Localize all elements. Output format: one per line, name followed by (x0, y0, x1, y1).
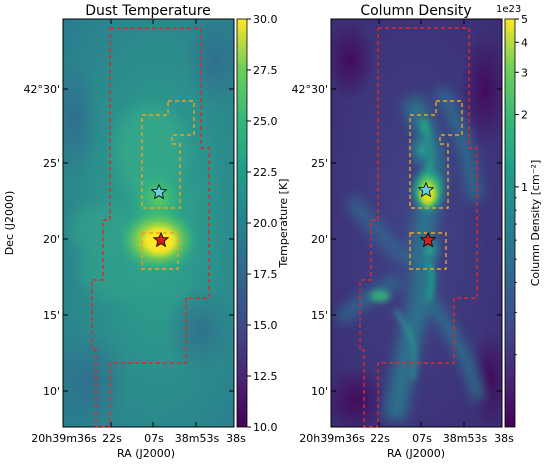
panel-dust-temperature: Dust Temperature 42°30' 25' (3, 3, 290, 460)
plot-frame (330, 18, 503, 428)
outer-region (359, 27, 478, 428)
colorbar-label: Temperature [K] (277, 179, 290, 269)
colorbar-tick-label: 1 (521, 181, 528, 194)
y-tick-label: 25' (43, 157, 60, 170)
x-tick-label: 20h39m36s (299, 432, 365, 445)
panel-column-density: Column Density (291, 3, 542, 460)
inner-region-north (409, 100, 463, 209)
colorbar-tick-label: 3 (521, 66, 528, 79)
x-tick-label: 38m53s (443, 432, 488, 445)
x-tick-label: 22s (370, 432, 390, 445)
colorbar-tick-label: 22.5 (253, 166, 278, 179)
axis-ticks (330, 19, 503, 427)
colorbar-tick-label: 30.0 (253, 13, 278, 26)
colorbar-tick-label: 15.0 (253, 319, 278, 332)
column-density-colorbar: 1 2 3 4 5 (504, 13, 528, 428)
region-outlines (91, 27, 210, 428)
x-tick-label: 22s (102, 432, 122, 445)
colorbar-tick-label: 17.5 (253, 268, 278, 281)
outer-region (91, 27, 210, 428)
colorbar-tick-label: 25.0 (253, 115, 278, 128)
x-tick-label: 07s (412, 432, 432, 445)
colorbar-label: Column Density [cm⁻²] (529, 160, 542, 287)
colorbar-tick-label: 12.5 (253, 370, 278, 383)
column-density-map (331, 19, 502, 427)
colorbar-tick-label: 10.0 (253, 421, 278, 434)
temperature-map (63, 19, 234, 427)
y-tick-label: 42°30' (291, 83, 328, 96)
plot-frame (62, 18, 235, 428)
y-tick-label: 20' (311, 233, 328, 246)
y-tick-label: 15' (311, 309, 328, 322)
y-tick-label: 10' (43, 385, 60, 398)
panel-title: Dust Temperature (85, 3, 211, 19)
y-tick-label: 15' (43, 309, 60, 322)
x-tick-label: 38m53s (175, 432, 220, 445)
x-tick-label: 38s (226, 432, 246, 445)
axis-ticks (62, 19, 235, 427)
colorbar-multiplier: 1e23 (496, 4, 521, 15)
colorbar-tick-label: 27.5 (253, 64, 278, 77)
colorbar-tick-label: 2 (521, 109, 528, 122)
colorbar-tick-label: 20.0 (253, 217, 278, 230)
y-tick-label: 42°30' (23, 83, 60, 96)
colorbar-tick-label: 5 (521, 13, 528, 26)
y-tick-label: 25' (311, 157, 328, 170)
y-tick-label: 10' (311, 385, 328, 398)
x-tick-label: 38s (494, 432, 514, 445)
inner-region-south (141, 232, 179, 270)
y-tick-label: 20' (43, 233, 60, 246)
x-axis-label: RA (J2000) (387, 447, 445, 460)
x-axis-label: RA (J2000) (117, 447, 175, 460)
inner-region-north (141, 100, 195, 209)
x-tick-label: 20h39m36s (31, 432, 97, 445)
panel-title: Column Density (360, 3, 471, 19)
x-tick-label: 07s (144, 432, 164, 445)
colorbar-tick-label: 4 (521, 36, 528, 49)
y-axis-label: Dec (J2000) (3, 191, 16, 256)
temperature-colorbar: 10.0 12.5 15.0 17.5 20.0 22.5 25.0 27.5 30.0 (236, 13, 278, 434)
